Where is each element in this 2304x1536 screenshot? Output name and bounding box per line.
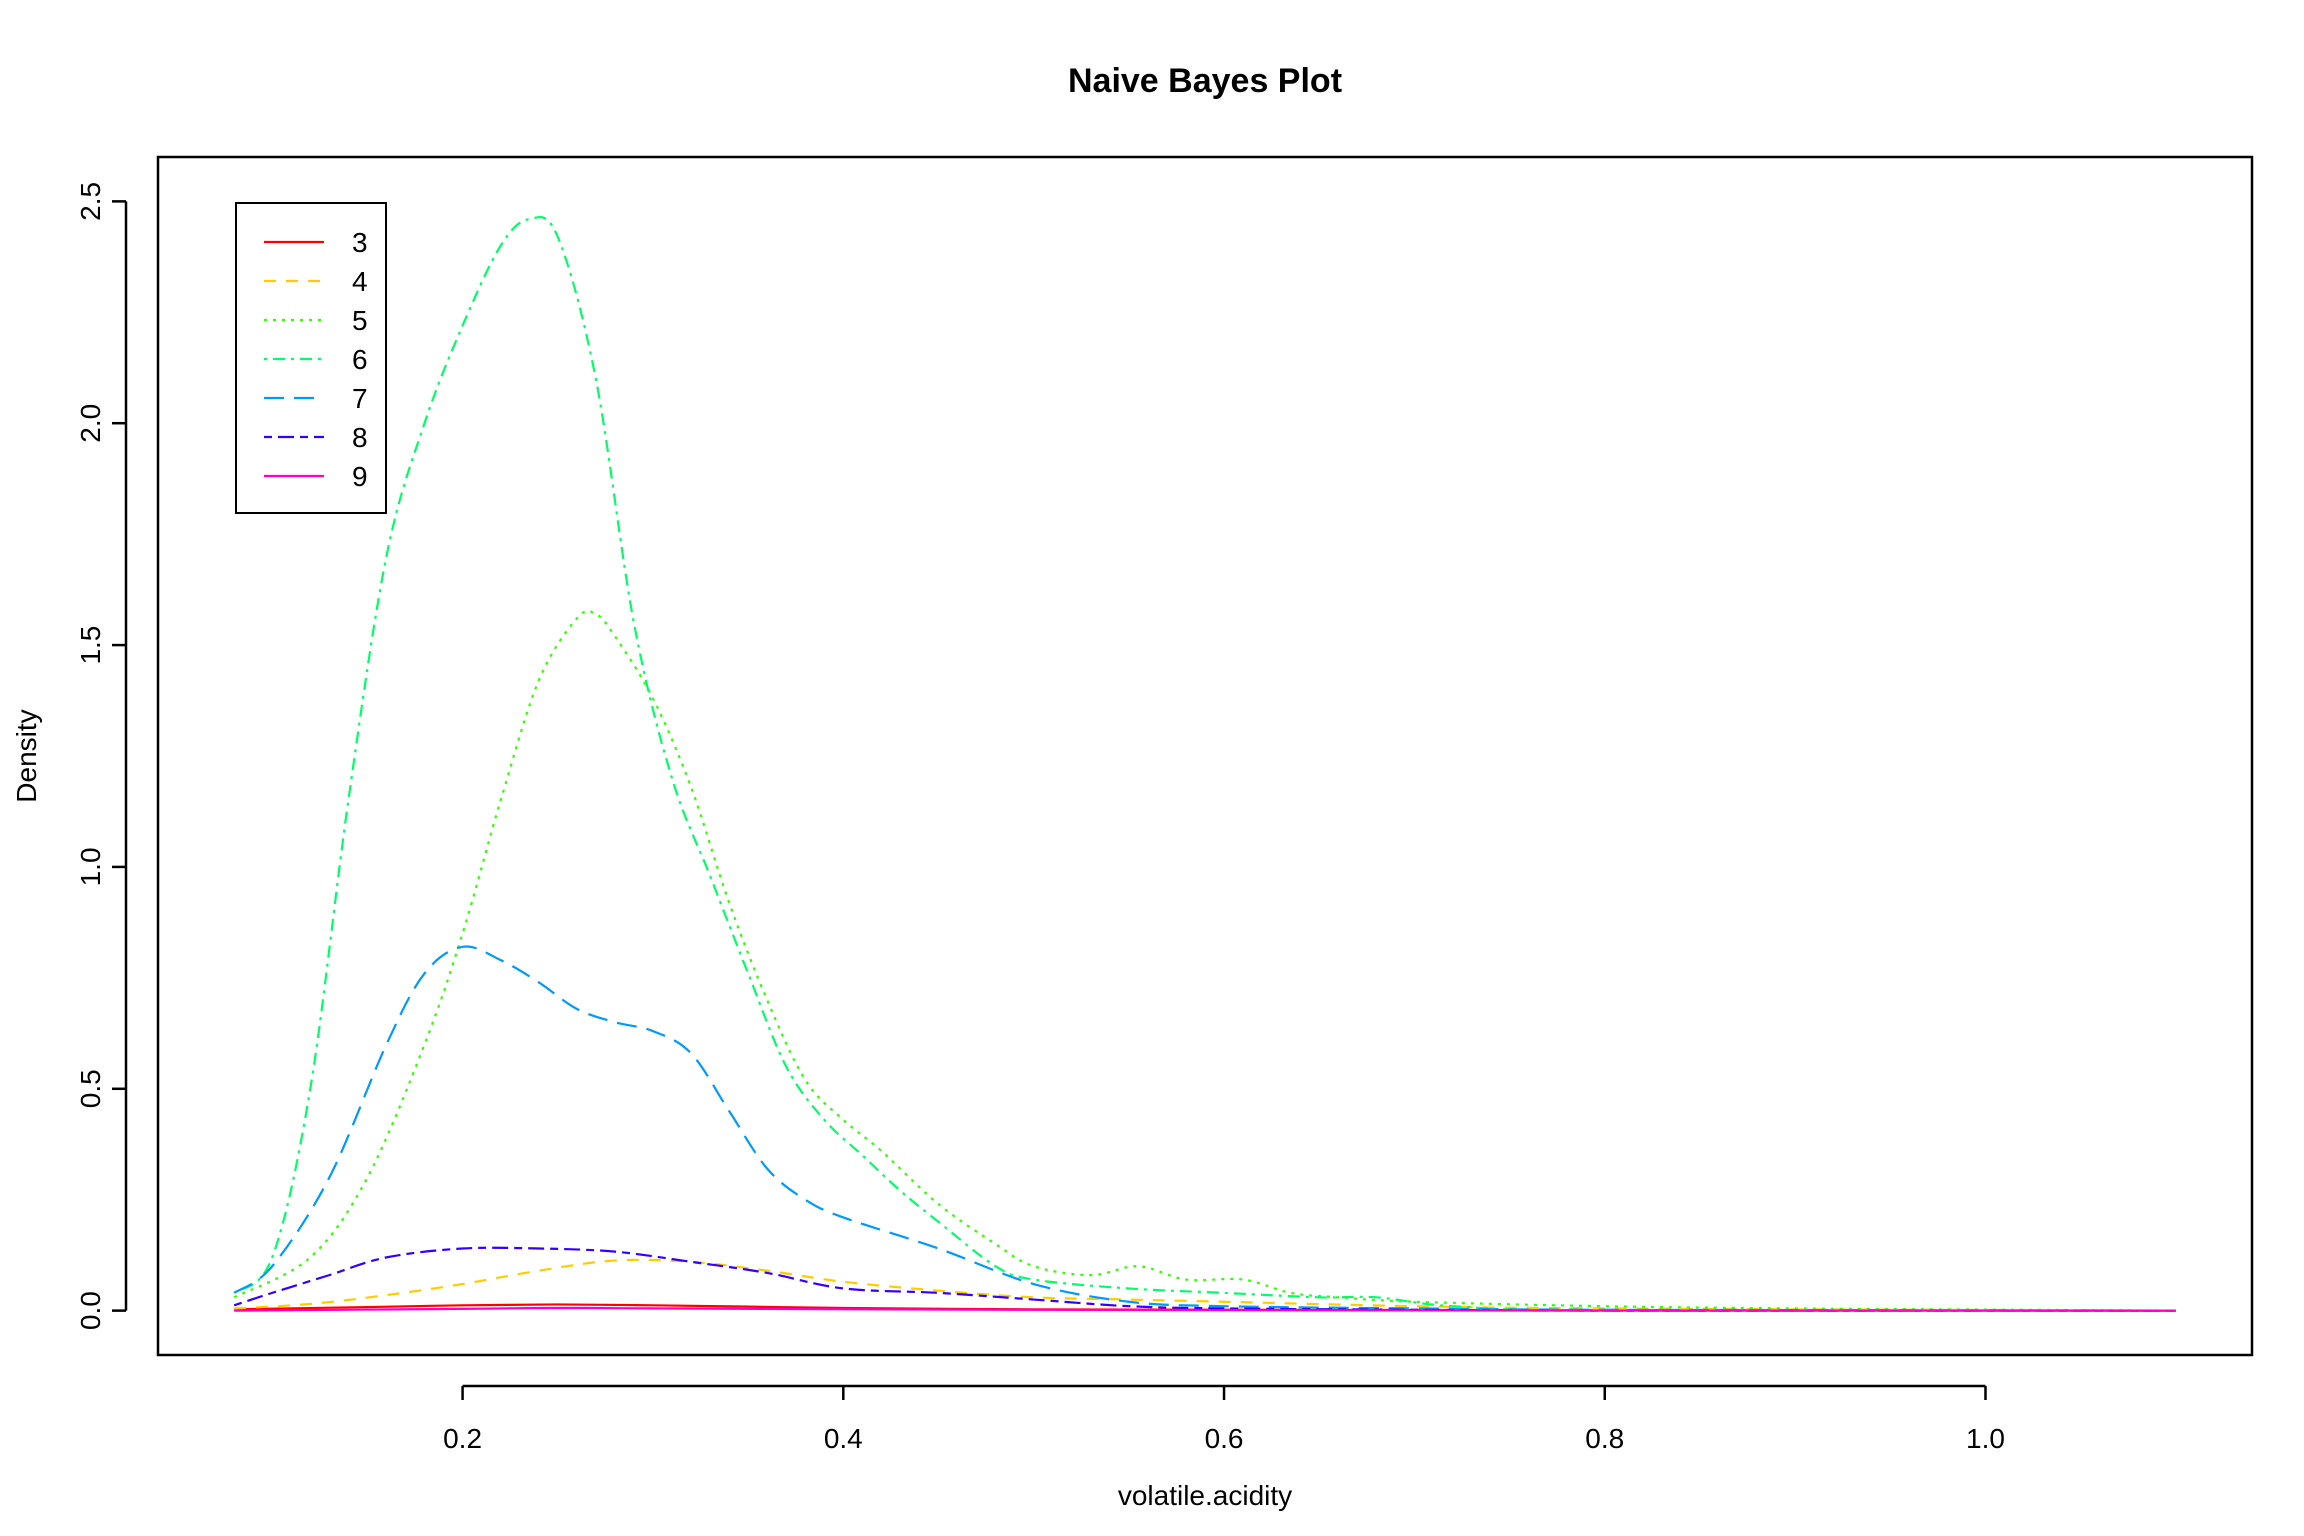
x-tick-label: 0.6 [1205, 1423, 1244, 1454]
x-tick-label: 1.0 [1966, 1423, 2005, 1454]
legend-label-5: 5 [352, 305, 368, 336]
chart-title: Naive Bayes Plot [1068, 62, 1342, 100]
legend-label-6: 6 [352, 344, 368, 375]
y-tick-label: 0.5 [75, 1069, 106, 1108]
y-axis: 0.0 0.5 1.0 1.5 2.0 2.5 [75, 182, 128, 1330]
x-tick-label: 0.4 [824, 1423, 863, 1454]
legend: 3 4 5 6 7 8 9 [235, 202, 387, 514]
series-line-6 [233, 215, 2176, 1313]
y-tick-label: 1.5 [75, 626, 106, 665]
y-tick-label: 2.5 [75, 182, 106, 221]
series-line-9 [234, 1306, 2176, 1312]
series-layer [233, 215, 2176, 1313]
legend-label-3: 3 [352, 227, 368, 258]
legend-label-4: 4 [352, 266, 368, 297]
y-tick-label: 1.0 [75, 847, 106, 886]
legend-label-8: 8 [352, 422, 368, 453]
x-tick-label: 0.8 [1585, 1423, 1624, 1454]
series-line-4 [234, 1258, 2176, 1312]
y-axis-label: Density [11, 709, 42, 802]
legend-label-9: 9 [352, 461, 368, 492]
y-tick-label: 2.0 [75, 404, 106, 443]
plot-frame [156, 155, 2254, 1357]
legend-label-7: 7 [352, 383, 368, 414]
x-tick-label: 0.2 [443, 1423, 482, 1454]
x-axis: 0.2 0.4 0.6 0.8 1.0 [443, 1384, 2005, 1454]
y-tick-label: 0.0 [75, 1291, 106, 1330]
x-axis-label: volatile.acidity [1118, 1480, 1292, 1511]
